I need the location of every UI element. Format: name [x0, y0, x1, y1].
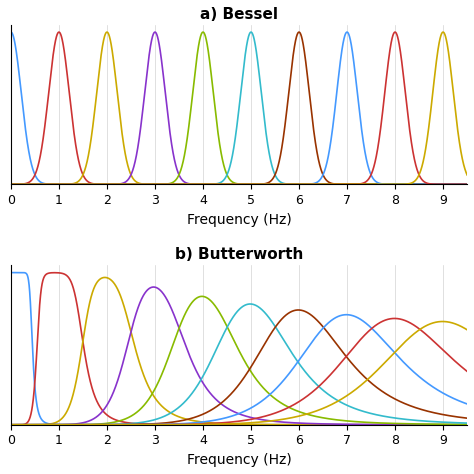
- Title: a) Bessel: a) Bessel: [200, 7, 278, 22]
- Title: b) Butterworth: b) Butterworth: [175, 247, 303, 263]
- X-axis label: Frequency (Hz): Frequency (Hz): [187, 453, 292, 467]
- X-axis label: Frequency (Hz): Frequency (Hz): [187, 212, 292, 227]
